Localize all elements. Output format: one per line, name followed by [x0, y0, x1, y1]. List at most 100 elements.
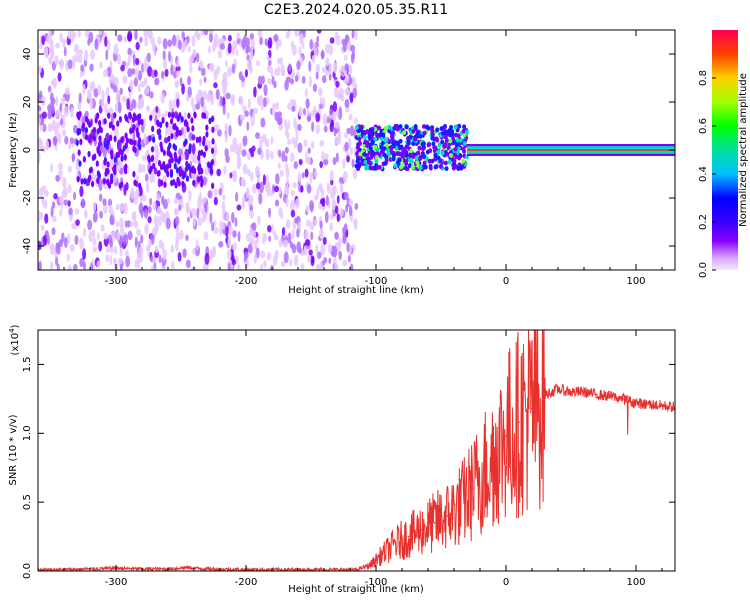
colorbar-tick-label: 0.8 — [698, 70, 709, 86]
spectrogram-cell — [232, 230, 237, 238]
spectrogram-cell — [329, 170, 334, 181]
spectrogram-cell — [334, 231, 340, 240]
spectrogram-cell — [377, 125, 382, 131]
spectrogram-cell — [264, 180, 270, 189]
spectrogram-cell — [364, 129, 369, 135]
spectrogram-cell — [67, 165, 72, 173]
spectrogram-cell — [73, 191, 77, 201]
spectrogram-cell — [298, 106, 304, 117]
spectrogram-cell — [148, 238, 152, 249]
spectrogram-cell — [315, 124, 320, 135]
spectrogram-y-tick-label: 40 — [22, 48, 33, 61]
spectrogram-cell — [347, 137, 352, 150]
spectrogram-cell — [92, 126, 97, 134]
spectrogram-cell — [353, 30, 358, 41]
spectrogram-cell — [211, 222, 215, 232]
spectrogram-cell — [320, 243, 326, 256]
spectrogram-cell — [428, 165, 433, 171]
spectrogram-cell — [154, 245, 159, 254]
spectrogram-cell — [318, 87, 323, 97]
spectrogram-cell — [350, 52, 355, 64]
spectrogram-cell — [123, 233, 127, 246]
spectrogram-cell — [319, 261, 323, 270]
spectrogram-cell — [143, 132, 147, 145]
snr-y-tick-label: 0.0 — [22, 563, 33, 579]
spectrogram-cell — [197, 216, 203, 227]
spectrogram-cell — [63, 199, 69, 206]
spectrogram-cell — [141, 63, 145, 73]
spectrogram-cell — [206, 93, 210, 104]
spectrogram-cell — [63, 105, 69, 117]
spectrogram-cell — [263, 84, 268, 97]
spectrogram-cell — [397, 151, 402, 157]
spectrogram-cell — [299, 33, 304, 45]
spectrogram-cell — [398, 124, 403, 129]
spectrogram-cell — [147, 155, 151, 163]
spectrogram-cell — [140, 234, 144, 244]
spectrogram-cell — [304, 230, 309, 240]
spectrogram-cell — [354, 117, 359, 125]
spectrogram-cell — [124, 220, 128, 229]
spectrogram-cell — [284, 146, 289, 154]
spectrogram-cell — [92, 211, 98, 223]
spectrogram-cell — [161, 117, 165, 124]
spectrogram-cell — [367, 150, 372, 156]
spectrogram-cell — [329, 222, 334, 232]
spectrogram-cell — [301, 172, 305, 179]
spectrogram-cell — [107, 95, 111, 105]
spectrogram-cell — [136, 228, 142, 237]
spectrogram-cell — [213, 226, 219, 234]
spectrogram-cell — [213, 196, 218, 206]
spectrogram-cell — [138, 143, 142, 151]
spectrogram-cell — [153, 214, 159, 226]
spectrogram-cell — [130, 220, 134, 228]
spectrogram-cell — [45, 139, 50, 151]
spectrogram-cell — [332, 245, 338, 258]
spectrogram-cell — [111, 124, 115, 131]
spectrogram-cell — [143, 208, 149, 219]
spectrogram-cell — [390, 137, 395, 142]
spectrogram-cell — [186, 126, 190, 133]
spectrogram-cell — [163, 181, 167, 188]
snr-data-point — [622, 398, 624, 400]
spectrogram-cell — [209, 212, 213, 224]
spectrogram-cell — [73, 124, 78, 134]
spectrogram-cell — [181, 83, 185, 95]
spectrogram-cell — [133, 197, 138, 205]
spectrogram-cell — [74, 234, 79, 246]
spectrogram-cell — [387, 124, 392, 130]
spectrogram-cell — [116, 230, 120, 242]
spectrogram-cell — [103, 118, 107, 125]
spectrogram-cell — [205, 124, 209, 131]
spectrogram-cell — [168, 142, 172, 149]
spectrogram-cell — [119, 203, 125, 212]
spectrogram-cell — [134, 188, 140, 199]
spectrogram-cell — [173, 208, 178, 216]
spectrogram-cell — [54, 256, 59, 266]
spectrogram-cell — [309, 38, 314, 50]
spectrogram-cell — [144, 223, 149, 235]
spectrogram-cell — [264, 138, 270, 148]
spectrogram-cell — [154, 223, 159, 233]
spectrogram-cell — [413, 124, 418, 129]
spectrogram-cell — [118, 116, 123, 123]
spectrogram-cell — [107, 234, 112, 245]
spectrogram-cell — [283, 251, 289, 264]
spectrogram-cell — [67, 184, 72, 194]
spectrogram-cell — [110, 153, 114, 160]
spectrogram-cell — [77, 149, 81, 156]
spectrogram-cell — [93, 201, 97, 212]
spectrogram-cell — [373, 144, 378, 150]
spectrogram-cell — [454, 142, 459, 148]
snr-y-tick-label: 0.5 — [22, 494, 33, 510]
spectrogram-cell — [142, 155, 146, 162]
spectrogram-cell — [183, 129, 187, 142]
spectrogram-cell — [311, 121, 315, 132]
spectrogram-cell — [87, 90, 92, 100]
spectrogram-cell — [75, 139, 79, 146]
spectrogram-cell — [235, 191, 239, 202]
spectrogram-cell — [70, 107, 74, 119]
spectrogram-cell — [56, 263, 60, 270]
spectrogram-cell — [98, 150, 102, 157]
